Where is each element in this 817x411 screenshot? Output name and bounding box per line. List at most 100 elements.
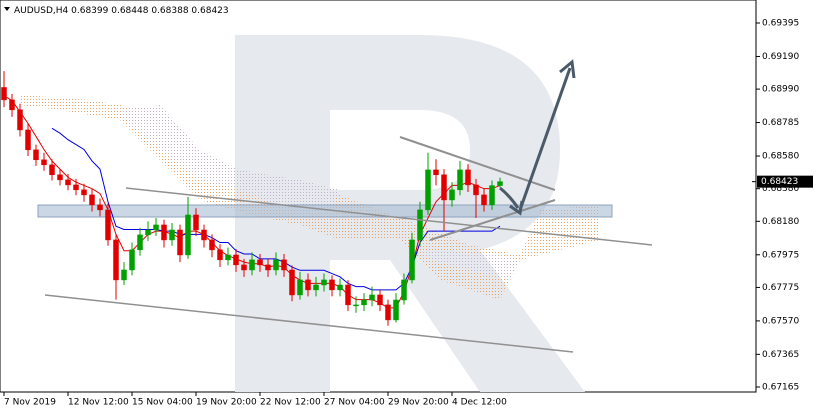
candle-body: [241, 264, 247, 271]
candle-body: [17, 109, 23, 131]
price-label-box: [757, 175, 813, 188]
title-icon: [4, 7, 10, 11]
y-tick-label: 0.67365: [762, 350, 799, 360]
candle-body: [129, 249, 135, 271]
candle-body: [313, 284, 319, 291]
candle-body: [369, 294, 375, 301]
candle-body: [185, 214, 191, 256]
candle-body: [169, 229, 175, 241]
candle-body: [57, 174, 63, 181]
candle-body: [97, 204, 103, 211]
x-tick-label: 15 Nov 04:00: [132, 398, 193, 408]
candle-body: [497, 181, 503, 186]
y-tick-label: 0.68180: [762, 217, 799, 227]
x-tick-label: 19 Nov 20:00: [196, 398, 257, 408]
x-tick-label: 12 Nov 12:00: [68, 398, 129, 408]
candle-body: [465, 169, 471, 186]
y-tick-label: 0.67975: [762, 250, 799, 260]
candle-body: [353, 304, 359, 307]
candle-body: [225, 254, 231, 261]
y-tick-label: 0.67775: [762, 283, 799, 293]
y-tick-label: 0.67570: [762, 316, 799, 326]
candle-body: [281, 259, 287, 271]
candle-body: [113, 239, 119, 281]
y-tick-label: 0.68785: [762, 118, 799, 128]
candle-body: [385, 304, 391, 321]
candle-body: [41, 159, 47, 166]
candle-body: [73, 184, 79, 191]
candle-body: [417, 209, 423, 241]
candle-body: [377, 294, 383, 306]
ohlc-close: 0.68423: [191, 6, 228, 16]
y-tick-label: 0.68380: [762, 184, 799, 194]
candle-body: [321, 279, 327, 286]
candle-body: [489, 185, 495, 206]
price-label: 0.68423: [761, 177, 798, 187]
forecast-arrow: [518, 67, 572, 211]
candle-body: [345, 284, 351, 306]
x-tick-label: 27 Nov 04:00: [324, 398, 385, 408]
candle-body: [121, 269, 127, 281]
candle-body: [25, 129, 31, 151]
candle-body: [145, 229, 151, 236]
x-tick-label: 29 Nov 20:00: [388, 398, 449, 408]
symbol: AUDUSD,H4: [14, 6, 69, 16]
candle-body: [65, 179, 71, 186]
support-zone: [37, 204, 613, 218]
candle-body: [297, 279, 303, 296]
ichimoku-cloud: [120, 105, 520, 280]
candle-body: [201, 229, 207, 241]
y-tick-label: 0.69395: [762, 19, 799, 29]
chart-title: AUDUSD,H4 0.68399 0.68448 0.68388 0.6842…: [14, 6, 229, 16]
candle-body: [161, 224, 167, 241]
candle-body: [481, 194, 487, 206]
x-tick-label: 4 Dec 12:00: [452, 398, 507, 408]
candle-body: [33, 149, 39, 161]
candle-body: [209, 239, 215, 251]
candle-body: [433, 169, 439, 176]
candle-body: [249, 259, 255, 271]
candle-body: [105, 209, 111, 241]
candle-body: [9, 99, 15, 111]
trend-line: [125, 187, 653, 246]
candle-body: [441, 174, 447, 201]
candle-body: [473, 184, 479, 196]
candle-body: [49, 164, 55, 176]
arrow-head: [559, 59, 576, 79]
y-tick-label: 0.68580: [762, 152, 799, 162]
x-tick-label: 22 Nov 12:00: [260, 398, 321, 408]
candle-body: [409, 239, 415, 281]
title: AUDUSD,H4 0.68399 0.68448 0.68388 0.6842…: [4, 6, 229, 16]
candle-body: [233, 254, 239, 266]
candle-body: [361, 299, 367, 306]
candle-body: [449, 189, 455, 201]
candle-body: [1, 87, 7, 101]
ohlc-high: 0.68448: [111, 6, 148, 16]
candle-body: [137, 234, 143, 251]
candle-body: [305, 279, 311, 291]
candle-body: [401, 279, 407, 301]
x-tick-label: 7 Nov 2019: [4, 398, 56, 408]
ohlc-open: 0.68399: [71, 6, 108, 16]
y-tick-label: 0.69190: [762, 52, 799, 62]
trend-line: [44, 294, 574, 353]
y-tick-label: 0.68990: [762, 85, 799, 95]
candle-body: [393, 299, 399, 321]
candle-body: [81, 189, 87, 196]
candle-body: [177, 229, 183, 256]
forecast-arrow: [499, 186, 520, 209]
candle-body: [89, 194, 95, 206]
candle-body: [153, 224, 159, 231]
candle-body: [217, 249, 223, 261]
candle-body: [425, 169, 431, 211]
candle-body: [257, 259, 263, 266]
candle-body: [329, 279, 335, 291]
y-tick-label: 0.67165: [762, 383, 799, 393]
candle-body: [273, 259, 279, 271]
ohlc-low: 0.68388: [151, 6, 188, 16]
candle-body: [193, 214, 199, 231]
candle-body: [289, 269, 295, 296]
trend-line: [429, 199, 556, 241]
candle-body: [457, 169, 463, 191]
